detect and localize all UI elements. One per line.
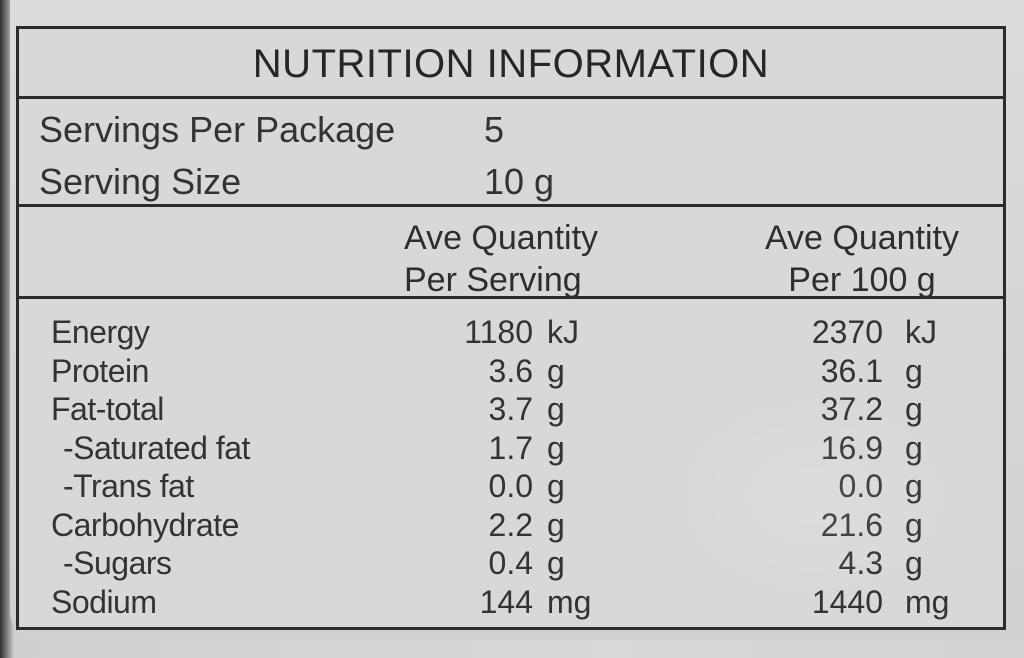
per-serving-unit: g — [547, 391, 565, 427]
column-header: Ave Quantity Per Serving Ave Quantity Pe… — [19, 207, 1003, 299]
nutrient-name: Sodium — [51, 583, 157, 620]
per-100g-unit: g — [905, 429, 923, 466]
nutrient-name: -Trans fat — [63, 468, 194, 504]
servings-per-package-label: Servings Per Package — [39, 109, 396, 150]
per-100g-header-line1: Ave Quantity — [764, 219, 960, 257]
per-serving-unit: g — [547, 429, 565, 466]
table-row: Fat-total 3.7 g 37.2 g — [19, 390, 1003, 429]
serving-size-value: 10 g — [484, 161, 555, 202]
nutrient-name: Energy — [51, 314, 150, 350]
per-serving-header-line2: Per Serving — [404, 261, 582, 299]
servings-section: Servings Per Package 5 Serving Size 10 g — [19, 99, 1003, 207]
nutrient-rows: Energy 1180 kJ 2370 kJ Protein 3.6 g 36.… — [19, 313, 1003, 621]
per-serving-value: 0.0 — [488, 468, 533, 504]
nutrient-name: Carbohydrate — [51, 506, 239, 543]
table-row: -Saturated fat 1.7 g 16.9 g — [19, 429, 1003, 468]
per-100g-unit: g — [905, 391, 923, 427]
per-serving-value: 144 — [479, 583, 533, 620]
per-100g-unit: kJ — [905, 314, 937, 350]
per-serving-value: 1180 — [464, 314, 533, 350]
serving-size-row: Serving Size 10 g — [39, 161, 554, 203]
per-serving-header-line1: Ave Quantity — [404, 219, 599, 257]
per-100g-value: 1440 — [811, 583, 883, 620]
per-100g-header: Ave Quantity Per 100 g — [752, 217, 972, 301]
per-100g-unit: mg — [905, 583, 950, 620]
per-100g-header-line2: Per 100 g — [788, 261, 936, 299]
serving-size-label: Serving Size — [39, 161, 242, 202]
per-serving-value: 0.4 — [488, 545, 533, 581]
table-row: Carbohydrate 2.2 g 21.6 g — [19, 506, 1003, 545]
nutrient-name: Protein — [51, 352, 149, 389]
per-100g-unit: g — [905, 506, 923, 543]
per-100g-value: 16.9 — [820, 429, 883, 466]
servings-per-package-row: Servings Per Package 5 — [39, 109, 504, 151]
per-serving-unit: g — [547, 468, 565, 504]
per-100g-value: 21.6 — [820, 506, 883, 543]
per-serving-unit: kJ — [547, 314, 579, 350]
per-serving-value: 1.7 — [488, 429, 533, 466]
per-serving-unit: g — [547, 352, 565, 389]
per-100g-unit: g — [905, 468, 923, 504]
per-serving-unit: mg — [547, 583, 592, 620]
table-row: Sodium 144 mg 1440 mg — [19, 583, 1003, 622]
per-serving-unit: g — [547, 506, 565, 543]
per-100g-unit: g — [905, 545, 923, 581]
servings-per-package-value: 5 — [484, 109, 505, 150]
per-100g-value: 0.0 — [838, 468, 883, 504]
per-100g-value: 36.1 — [820, 352, 883, 389]
per-serving-value: 3.6 — [488, 352, 533, 389]
table-row: Energy 1180 kJ 2370 kJ — [19, 313, 1003, 352]
nutrition-panel: NUTRITION INFORMATION Servings Per Packa… — [16, 26, 1006, 630]
per-serving-value: 3.7 — [488, 391, 533, 427]
per-100g-value: 4.3 — [838, 545, 883, 581]
per-serving-value: 2.2 — [488, 506, 533, 543]
per-100g-value: 37.2 — [820, 391, 883, 427]
per-serving-header: Ave Quantity Per Serving — [404, 217, 598, 301]
nutrient-name: -Saturated fat — [63, 429, 250, 466]
table-row: Protein 3.6 g 36.1 g — [19, 352, 1003, 391]
per-100g-value: 2370 — [811, 314, 883, 350]
nutrient-name: -Sugars — [63, 545, 172, 581]
nutrient-name: Fat-total — [51, 391, 164, 427]
table-row: -Sugars 0.4 g 4.3 g — [19, 544, 1003, 583]
panel-title: NUTRITION INFORMATION — [19, 29, 1003, 99]
per-serving-unit: g — [547, 545, 565, 581]
per-100g-unit: g — [905, 352, 923, 389]
table-row: -Trans fat 0.0 g 0.0 g — [19, 467, 1003, 506]
